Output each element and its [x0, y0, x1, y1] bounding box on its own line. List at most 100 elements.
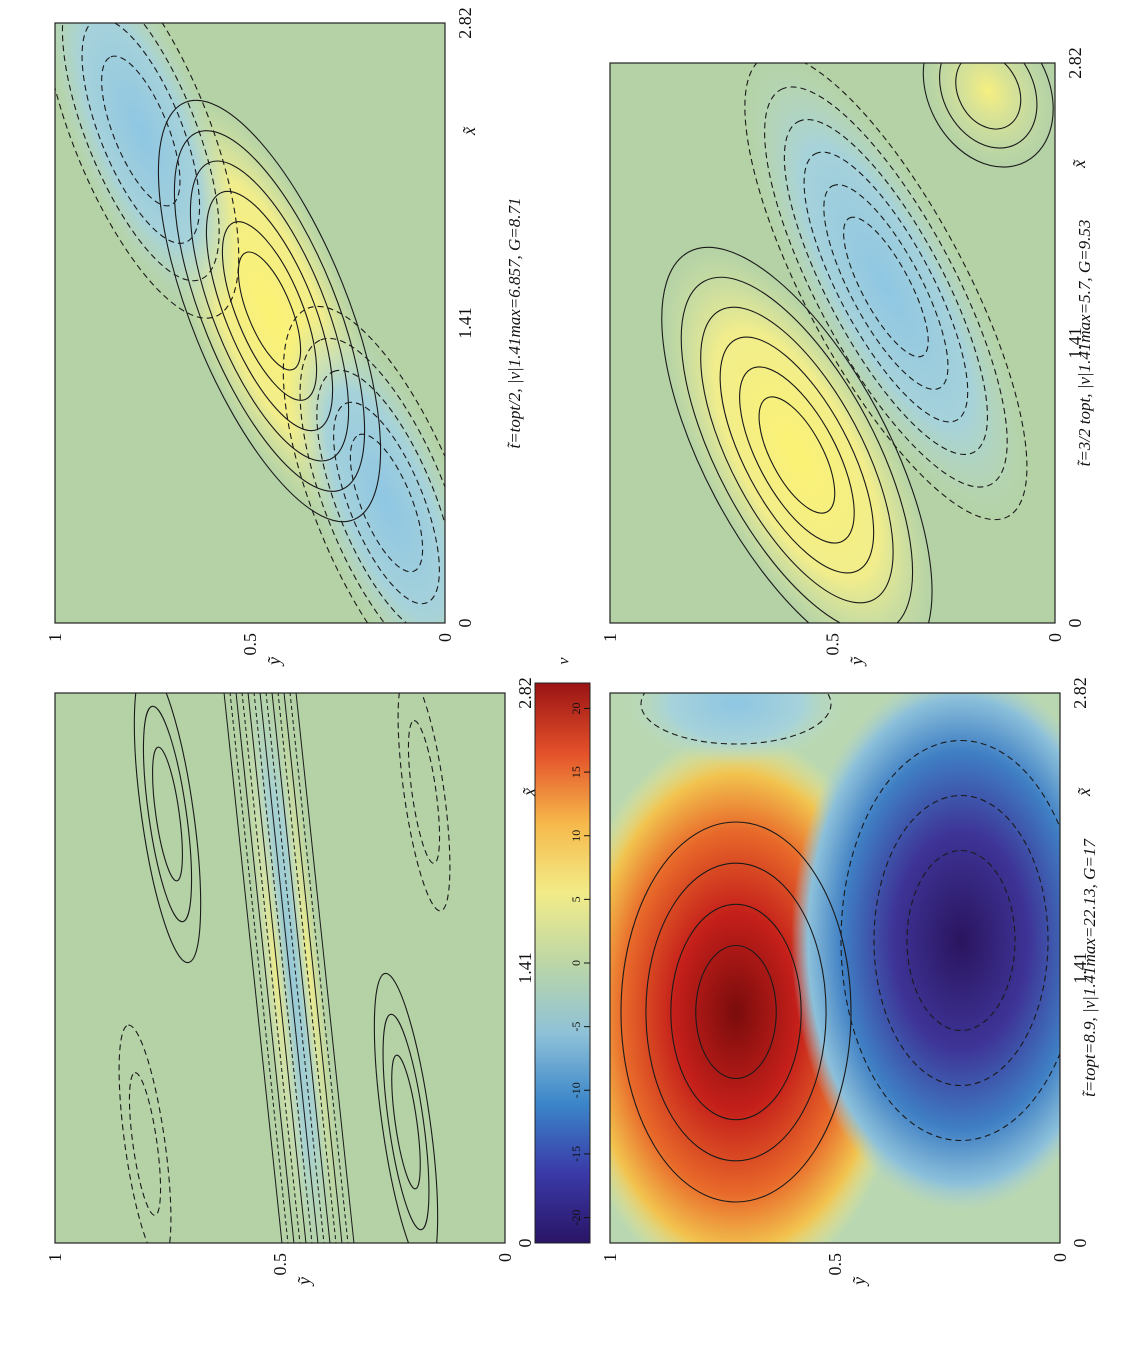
y-axis-label: ỹ [849, 1276, 869, 1287]
negative-contour [118, 1024, 172, 1243]
positive-contour [645, 862, 827, 1162]
negative-lobe-fill [744, 63, 1027, 520]
y-tick-label: 0 [1050, 1253, 1070, 1262]
colorbar-tick-label: -15 [569, 1146, 583, 1162]
negative-contour [843, 216, 929, 358]
panel-caption: t̃=topt=8.9, |v|1.41max=22.13, G=17 [1080, 838, 1099, 1097]
negative-contour [101, 55, 181, 207]
y-tick-label: 0.5 [823, 633, 843, 656]
positive-contour [373, 972, 439, 1243]
y-tick-label: 0 [495, 1253, 515, 1262]
x-tick-label: 2.82 [515, 677, 535, 709]
colorbar-tick-label: 15 [569, 766, 583, 778]
positive-band-fill [277, 693, 341, 1240]
positive-contour [382, 1013, 430, 1231]
negative-contour [55, 23, 240, 319]
contour-line [282, 693, 344, 1243]
x-axis-label: x̃ [1069, 159, 1089, 169]
panel-bl: 0 1.41 2.82 0 0.5 1 x̃ ỹ t̃=topt=8.9, |v|1.41ma… [600, 677, 1099, 1287]
field-content [610, 693, 1060, 1243]
positive-contour [739, 366, 855, 544]
positive-edge-fill [923, 63, 1054, 168]
negative-edge-fill [626, 693, 846, 764]
colorbar-label: v [556, 657, 573, 665]
positive-contour [391, 1054, 421, 1190]
x-tick-label: 0 [1065, 619, 1085, 628]
contour-line [276, 693, 338, 1243]
x-tick-label: 0 [455, 619, 475, 628]
colorbar-tick-label: 20 [569, 702, 583, 714]
negative-contour [128, 1072, 162, 1216]
x-tick-label: 1.41 [455, 307, 475, 339]
negative-contour [744, 63, 1028, 521]
contour-line [240, 693, 302, 1243]
positive-contour [189, 160, 350, 462]
colorbar: 20 15 10 5 0 -5 -10 -15 -20 v [534, 657, 591, 1244]
x-tick-label: 2.82 [1070, 677, 1090, 709]
positive-contour [661, 246, 933, 623]
negative-extremum-fill [791, 693, 1060, 1211]
plot-frame [609, 692, 1061, 1244]
colorbar-tick-label: 5 [569, 896, 583, 902]
panel-caption: t̃=topt/2, |v|1.41max=6.857, G=8.71 [505, 197, 524, 448]
positive-contour [152, 746, 183, 882]
negative-contour [873, 794, 1049, 1087]
y-tick-label: 0.5 [270, 1253, 290, 1276]
y-tick-label: 1 [600, 1253, 620, 1262]
positive-contour [237, 251, 302, 371]
positive-contour [142, 705, 193, 923]
colorbar-tick-label: 10 [569, 830, 583, 842]
y-tick-label: 1 [45, 633, 65, 642]
negative-contour [823, 184, 949, 390]
x-tick-label: 2.82 [455, 7, 475, 39]
positive-contour [173, 130, 366, 492]
negative-contour [840, 739, 1060, 1142]
y-tick-label: 0 [1045, 633, 1065, 642]
y-axis-label: ỹ [294, 1276, 314, 1287]
y-tick-label: 0.5 [825, 1253, 845, 1276]
negative-contour [282, 305, 445, 623]
negative-lobe-fill [287, 315, 445, 623]
plot-frame [609, 62, 1056, 624]
contour-line [264, 693, 326, 1243]
contour-line [258, 693, 320, 1243]
contour-line [234, 693, 296, 1243]
field-content [118, 693, 451, 1243]
negative-contour [764, 86, 1008, 488]
panel-caption: t̃=3/2 topt, |v|1.41max=5.7, G=9.53 [1075, 220, 1094, 467]
negative-contour [333, 401, 440, 605]
colorbar-tick-label: 0 [569, 960, 583, 966]
panel-tr: 0 1.41 2.82 0 0.5 1 x̃ ỹ t̃=topt/2, |v|1.41max=… [45, 7, 524, 667]
contour-line [294, 693, 356, 1243]
negative-contour [407, 720, 441, 864]
x-tick-label: 0 [1070, 1239, 1090, 1248]
positive-contour [133, 693, 202, 964]
plot-frame [54, 692, 506, 1244]
positive-contour [680, 276, 914, 623]
negative-contour [640, 693, 832, 745]
positive-contour [157, 99, 382, 523]
x-axis-label: x̃ [1074, 787, 1094, 797]
y-tick-label: 1 [600, 633, 620, 642]
positive-contour [670, 903, 802, 1121]
x-axis-label: x̃ [519, 787, 539, 797]
contour-line [270, 693, 332, 1243]
contour-line [288, 693, 350, 1243]
y-tick-label: 1 [45, 1253, 65, 1262]
x-axis-label: x̃ [459, 126, 479, 136]
panel-br: 0 1.41 2.82 0 0.5 1 x̃ ỹ t̃=3/2 topt, |v|1.41ma… [600, 47, 1094, 667]
positive-contour [620, 821, 852, 1203]
x-tick-label: 1.41 [1065, 327, 1085, 359]
field-content [660, 63, 1054, 623]
y-axis-label: ỹ [847, 656, 867, 667]
colorbar-tick-label: -20 [569, 1210, 583, 1226]
positive-contour [922, 63, 1054, 168]
y-tick-label: 0.5 [240, 633, 260, 656]
positive-contour [719, 336, 875, 574]
negative-contour [81, 23, 201, 244]
negative-contour [316, 369, 445, 623]
